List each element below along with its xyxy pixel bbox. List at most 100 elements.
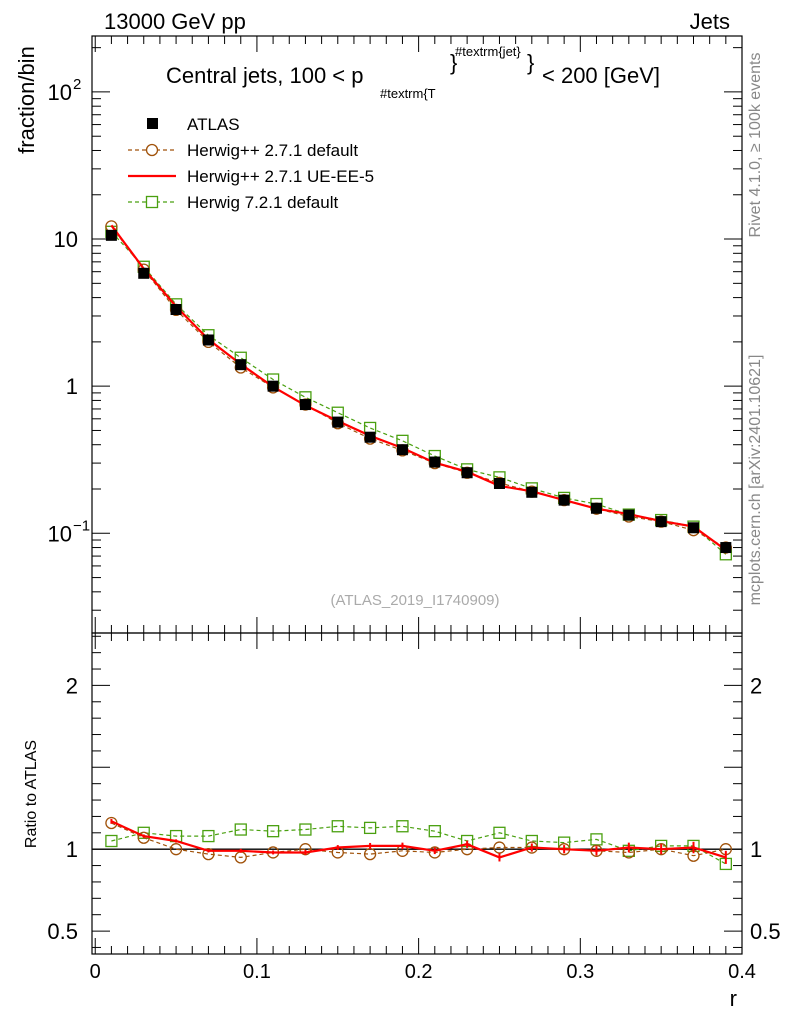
legend-item-herwig7: Herwig 7.2.1 default [128,193,338,212]
ratio-series-group [105,816,732,871]
main-series-herwig-2-7-1-ue-ee-5 [110,224,727,551]
series-line [110,231,727,555]
ratio-ylabel: Ratio to ATLAS [23,740,40,848]
main-title: Central jets, 100 < p #textrm{T } #textr… [166,44,660,101]
data-point [461,467,473,479]
y-tick-label-base: 10 [48,521,72,546]
y-tick-label: 10 [54,227,78,252]
ratio-frame [91,632,743,955]
data-point [493,477,505,489]
y-tick-label-exp: 2 [73,76,81,93]
y-tick-label: 1 [66,374,78,399]
data-point [363,821,377,835]
ratio-series-herwig-2-7-1-ue-ee-5 [110,818,727,864]
main-series-herwig-7-2-1-default [105,225,732,561]
y-tick-label-base: 10 [48,80,72,105]
legend-item-herwigpp-ueee5: Herwig++ 2.7.1 UE-EE-5 [128,167,374,186]
main-series-herwig-2-7-1-default [105,220,732,554]
legend-marker-herwigpp-default [145,143,159,157]
header-left: 13000 GeV pp [104,9,246,34]
y-tick-label-exp: −1 [73,517,90,534]
side-text-bottom: mcplots.cern.ch [arXiv:2401.10621] [747,355,764,606]
title-tail: < 200 [GeV] [542,63,660,88]
data-point [558,494,570,506]
legend-label-herwigpp-default: Herwig++ 2.7.1 default [187,141,358,160]
ratio-series-herwig-2-7-1-default [105,816,732,864]
ratio-y-tick-label-left: 0.5 [47,919,78,944]
data-point [105,229,117,241]
data-point [234,823,247,836]
title-brace: } [450,50,457,75]
data-point [267,380,279,392]
ratio-axis-ticks: 0 0.1 0.2 0.3 0.4 2 2 1 1 0.5 0.5 [47,633,781,983]
data-point [364,431,376,443]
data-point [202,829,215,843]
data-point [396,444,408,456]
data-point [170,304,182,316]
main-series-group [105,220,732,561]
title-brace-2: } [527,50,534,75]
legend-label-herwig7: Herwig 7.2.1 default [187,193,338,212]
data-point [526,486,538,498]
y-tick-label: 10 −1 [48,517,91,546]
main-ylabel: fraction/bin [14,46,39,154]
data-point [202,334,214,346]
legend-label-herwigpp-ueee5: Herwig++ 2.7.1 UE-EE-5 [187,167,374,186]
data-point [331,406,344,419]
data-point [235,359,247,371]
legend-marker-herwig7 [145,195,159,209]
data-point [623,509,635,521]
ratio-y-tick-label-left: 1 [66,837,78,862]
y-tick-label-base: 10 [54,227,78,252]
series-line [110,820,727,859]
legend-marker-atlas [147,118,158,129]
data-point [396,820,409,833]
legend: ATLAS Herwig++ 2.7.1 default Herwig++ 2.… [128,115,374,212]
x-axis-label: r [730,986,737,1011]
title-main: Central jets, 100 < p [166,63,364,88]
ratio-y-tick-label-right: 0.5 [750,919,781,944]
legend-item-herwigpp-default: Herwig++ 2.7.1 default [128,141,358,160]
data-point [138,267,150,279]
data-point [428,846,441,859]
series-line [110,225,727,549]
data-point [299,823,312,836]
y-tick-label-base: 1 [66,374,78,399]
x-tick-label: 0.3 [566,961,594,983]
data-point [590,502,602,514]
ratio-series-herwig-7-2-1-default [105,820,732,871]
header-right: Jets [690,9,730,34]
data-point [105,834,118,848]
y-tick-label: 10 2 [48,76,82,105]
x-tick-label: 0 [90,961,101,983]
legend-item-atlas: ATLAS [147,115,240,134]
side-text-top: Rivet 4.1.0, ≥ 100k events [747,53,764,238]
series-line [110,224,727,551]
data-point [428,825,441,838]
watermark: (ATLAS_2019_I1740909) [330,592,499,609]
data-point [332,416,344,428]
data-point [299,399,311,411]
ratio-y-tick-label-right: 2 [750,673,762,698]
title-subscript: #textrm{T [380,86,436,101]
data-point [720,542,732,554]
ratio-y-tick-label-left: 2 [66,673,78,698]
data-point [331,820,344,833]
data-point [202,847,215,861]
x-tick-label: 0.4 [728,961,756,983]
x-tick-label: 0.2 [405,961,433,983]
data-point [429,456,441,468]
main-series-atlas [105,229,732,554]
data-point [169,843,183,856]
title-superscript: #textrm{jet} [455,44,521,59]
data-point [266,825,280,838]
data-point [493,841,506,854]
x-tick-label: 0.1 [243,961,271,983]
data-point [687,522,699,534]
legend-label-atlas: ATLAS [187,115,240,134]
data-point [655,516,667,528]
data-point [493,826,506,839]
ratio-y-tick-label-right: 1 [750,837,762,862]
